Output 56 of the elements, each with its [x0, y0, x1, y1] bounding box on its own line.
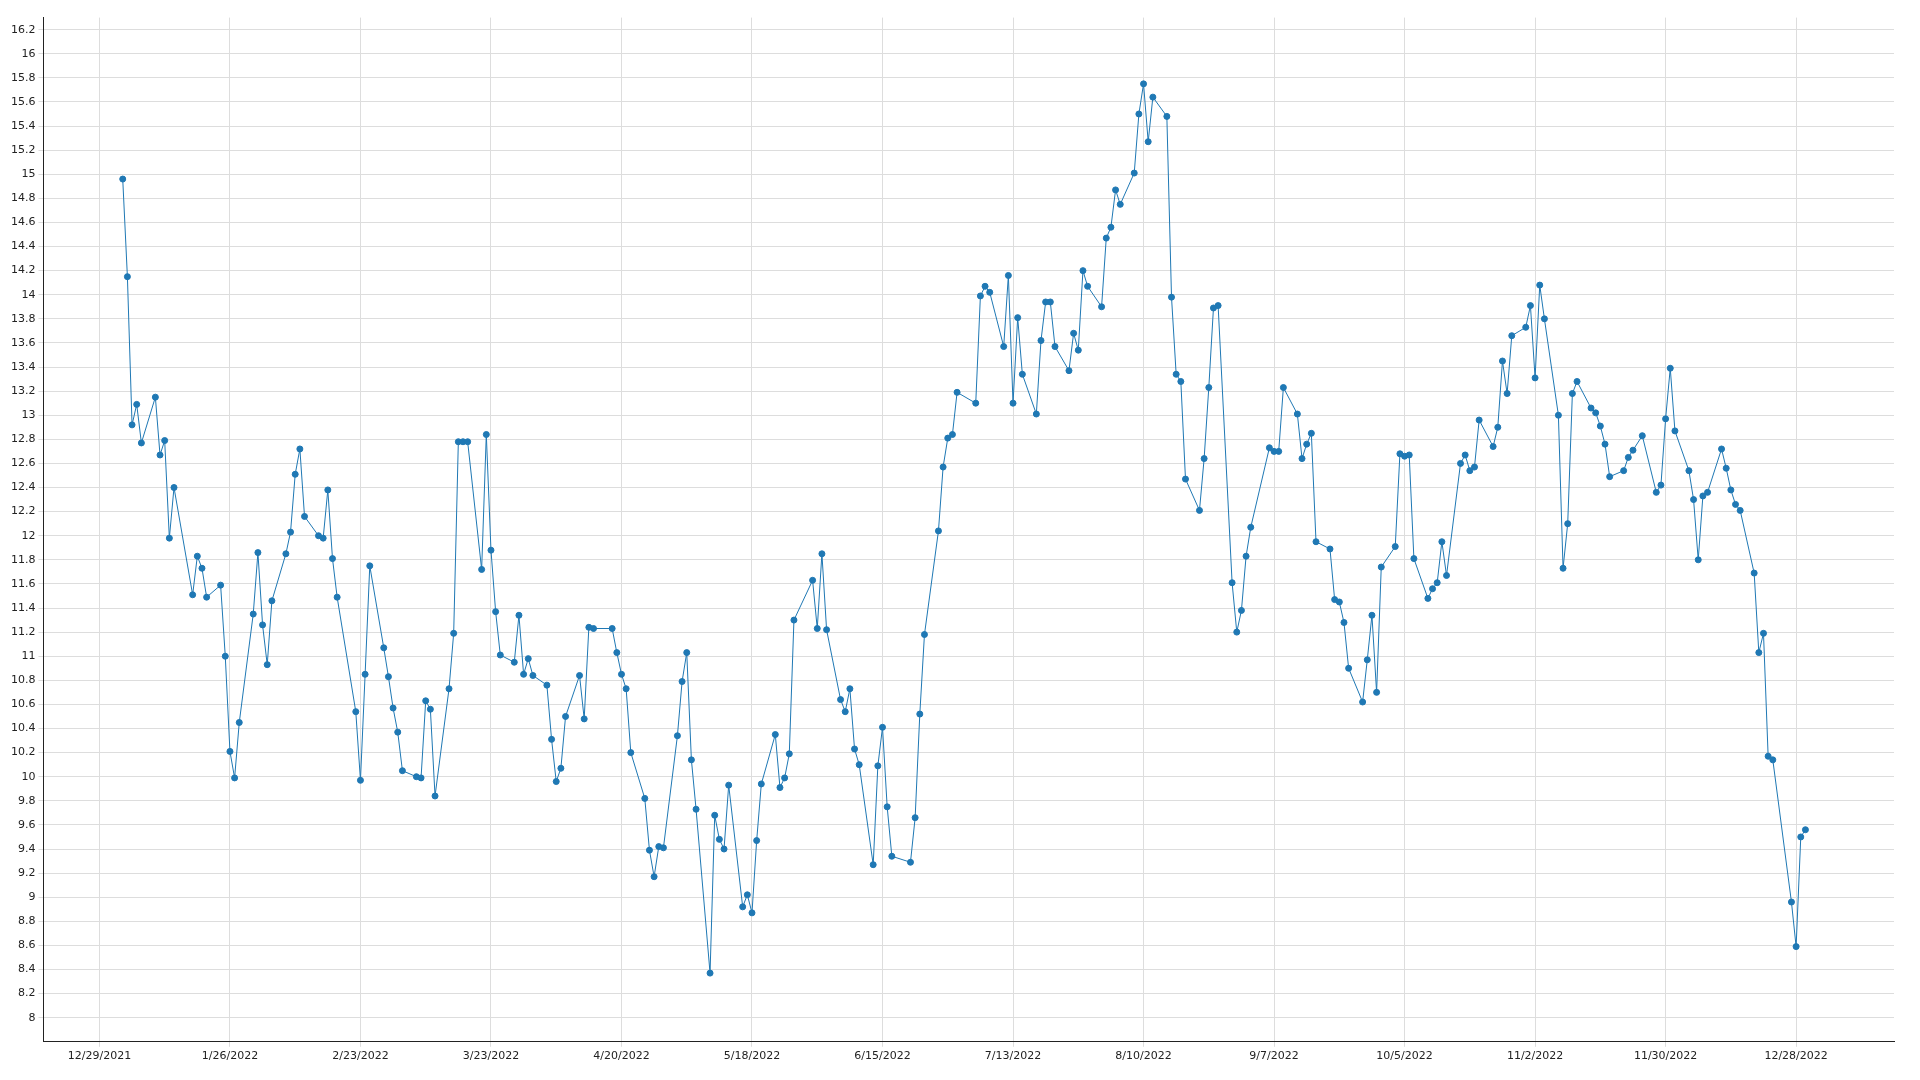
y-tick-label: 8.2: [17, 986, 36, 1000]
y-tick-label: 15: [21, 167, 36, 181]
y-tick-label: 9.6: [17, 817, 36, 831]
x-tick-label: 11/2/2022: [1506, 1049, 1564, 1063]
y-tick-label: 10.8: [10, 673, 36, 687]
y-tick-label: 8: [28, 1010, 36, 1024]
y-tick-label: 10.4: [10, 721, 36, 735]
y-tick-label: 12.6: [10, 456, 36, 470]
y-tick-label: 8.4: [17, 962, 36, 976]
x-tick-label: 3/23/2022: [462, 1049, 520, 1063]
y-tick-label: 9.2: [17, 865, 36, 879]
y-tick-label: 12.8: [10, 432, 36, 446]
y-tick-label: 15.2: [10, 143, 36, 156]
y-tick-label: 13: [21, 408, 36, 422]
x-tick-label: 6/15/2022: [854, 1049, 911, 1063]
y-tick-label: 11.2: [10, 624, 36, 638]
y-tick-label: 15.6: [10, 94, 36, 108]
y-tick-label: 13.4: [10, 359, 36, 373]
x-tick-label: 2/23/2022: [332, 1049, 389, 1063]
y-tick-label: 16: [21, 46, 36, 60]
y-tick-label: 12.2: [10, 504, 36, 518]
y-tick-label: 8.8: [17, 914, 36, 928]
x-tick-label: 10/5/2022: [1376, 1049, 1433, 1063]
y-tick-label: 14.4: [10, 239, 36, 253]
y-tick-label: 8.6: [17, 938, 36, 952]
y-tick-label: 14: [21, 287, 36, 301]
x-tick-label: 5/18/2022: [723, 1049, 781, 1063]
y-tick-label: 15.8: [10, 70, 36, 84]
y-tick-label: 9.8: [17, 793, 36, 807]
y-tick-label: 12: [21, 528, 36, 542]
y-tick-label: 11.4: [10, 600, 36, 614]
x-tick-label: 4/20/2022: [593, 1049, 650, 1063]
y-tick-label: 12.4: [10, 480, 36, 494]
x-tick-label: 1/26/2022: [201, 1049, 259, 1063]
y-tick-label: 10: [21, 769, 36, 783]
y-tick-label: 13.8: [10, 311, 36, 325]
y-tick-label: 14.2: [10, 263, 36, 277]
x-tick-label: 7/13/2022: [984, 1049, 1042, 1063]
y-tick-label: 15.4: [10, 118, 36, 132]
x-tick-label: 9/7/2022: [1249, 1049, 1299, 1063]
x-tick-label: 12/29/2021: [67, 1049, 132, 1063]
x-tick-label: 11/30/2022: [1633, 1049, 1698, 1063]
y-tick-label: 10.6: [10, 697, 36, 711]
y-tick-label: 11: [21, 649, 36, 663]
y-tick-label: 11.8: [10, 552, 36, 566]
y-tick-label: 11.6: [10, 576, 36, 590]
y-tick-label: 9.4: [17, 841, 36, 855]
x-tick-label: 12/28/2022: [1764, 1049, 1828, 1063]
y-tick-label: 14.6: [10, 215, 36, 229]
y-tick-label: 13.6: [10, 335, 36, 349]
y-tick-label: 9: [28, 890, 36, 904]
y-tick-label: 16.2: [10, 22, 36, 36]
y-tick-label: 10.2: [10, 745, 36, 759]
x-tick-label: 8/10/2022: [1115, 1049, 1172, 1063]
y-tick-label: 13.2: [10, 383, 36, 397]
y-tick-label: 14.8: [10, 191, 36, 205]
